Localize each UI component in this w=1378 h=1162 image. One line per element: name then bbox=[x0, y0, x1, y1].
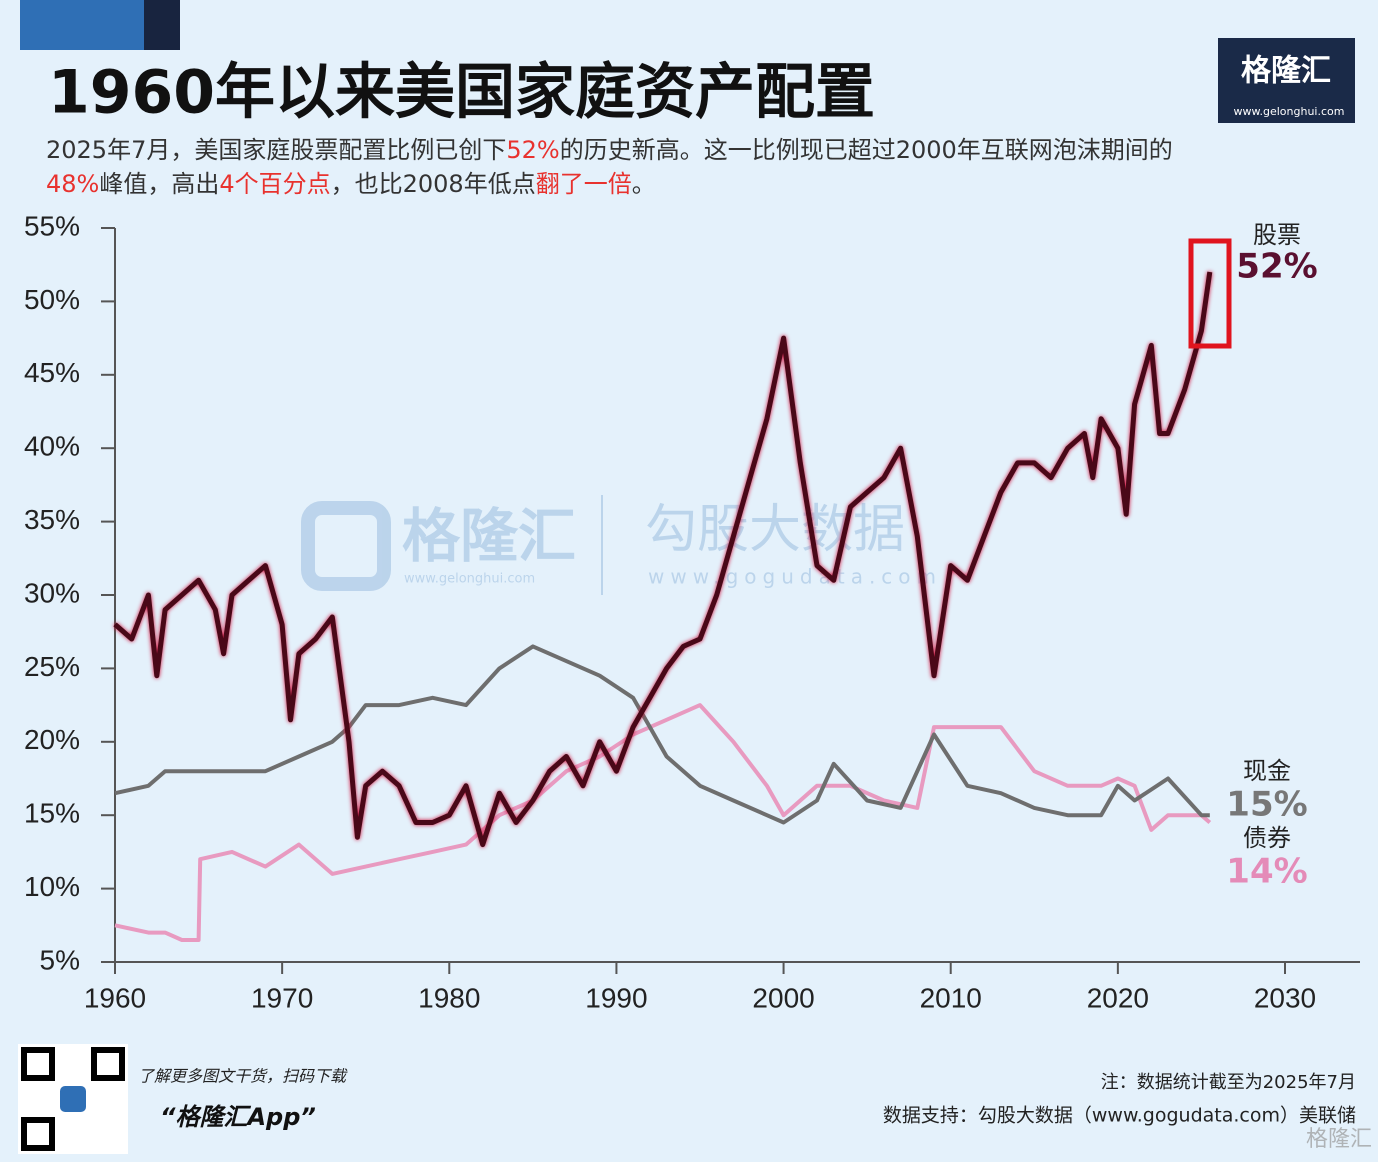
y-tick-label: 10% bbox=[24, 871, 80, 902]
watermark-text: www.gelonghui.com bbox=[404, 572, 535, 587]
x-tick-label: 2010 bbox=[920, 982, 982, 1013]
subtitle: 2025年7月，美国家庭股票配置比例已创下52%的历史新高。这一比例现已超过20… bbox=[46, 136, 1173, 198]
y-tick-label: 30% bbox=[24, 577, 80, 608]
footer-source: 数据支持：勾股大数据（www.gogudata.com）美联储 bbox=[883, 1105, 1356, 1127]
x-tick-label: 2030 bbox=[1254, 982, 1316, 1013]
qr-code bbox=[18, 1044, 128, 1154]
series-name: 股票 bbox=[1253, 221, 1301, 249]
footer-note: 注：数据统计截至为2025年7月 bbox=[1101, 1072, 1356, 1093]
y-tick-label: 35% bbox=[24, 504, 80, 535]
y-tick-label: 55% bbox=[24, 210, 80, 241]
y-tick-label: 45% bbox=[24, 357, 80, 388]
watermark-text: 勾股大数据 bbox=[645, 500, 905, 560]
series-value-label: 14% bbox=[1226, 851, 1307, 891]
subtitle-line: 48%峰值，高出4个百分点，也比2008年低点翻了一倍。 bbox=[46, 170, 656, 198]
logo: 格隆汇 bbox=[1241, 54, 1331, 89]
x-tick-label: 1960 bbox=[84, 982, 146, 1013]
x-tick-label: 1990 bbox=[585, 982, 647, 1013]
x-tick-label: 1970 bbox=[251, 982, 313, 1013]
y-tick-label: 50% bbox=[24, 284, 80, 315]
y-tick-label: 5% bbox=[40, 944, 80, 975]
qr-finder bbox=[91, 1047, 125, 1081]
series-line bbox=[114, 703, 1212, 942]
qr-finder bbox=[21, 1047, 55, 1081]
qr-logo bbox=[60, 1086, 86, 1112]
subtitle-line: 2025年7月，美国家庭股票配置比例已创下52%的历史新高。这一比例现已超过20… bbox=[46, 136, 1173, 164]
subtitle-segment: 的历史新高。这一比例现已超过2000年互联网泡沫期间的 bbox=[560, 136, 1173, 164]
series-line bbox=[114, 644, 1210, 825]
y-tick-label: 25% bbox=[24, 651, 80, 682]
watermark-text: 格隆汇 bbox=[402, 502, 576, 570]
subtitle-segment: 翻了一倍 bbox=[536, 170, 632, 198]
deco-bar bbox=[20, 0, 148, 50]
subtitle-segment: ，也比2008年低点 bbox=[331, 170, 536, 198]
series-name: 现金 bbox=[1243, 757, 1291, 785]
subtitle-segment: 。 bbox=[632, 170, 656, 198]
series-line bbox=[113, 271, 1213, 848]
subtitle-segment: 48% bbox=[46, 170, 99, 198]
subtitle-segment: 4个百分点 bbox=[219, 170, 330, 198]
x-tick-label: 1980 bbox=[418, 982, 480, 1013]
footer-app: “格隆汇App” bbox=[160, 1103, 316, 1131]
y-tick-label: 15% bbox=[24, 798, 80, 829]
series-name: 债券 bbox=[1243, 824, 1291, 852]
subtitle-segment: 2025年7月，美国家庭股票配置比例已创下 bbox=[46, 136, 506, 164]
series-value-label: 15% bbox=[1226, 785, 1307, 825]
y-tick-label: 20% bbox=[24, 724, 80, 755]
title: 1960年以来美国家庭资产配置 bbox=[48, 58, 875, 128]
watermark-icon bbox=[301, 501, 391, 591]
qr-finder bbox=[21, 1117, 55, 1151]
subtitle-segment: 峰值，高出 bbox=[99, 170, 219, 198]
footer-cta: 了解更多图文干货，扫码下载 bbox=[138, 1067, 348, 1086]
series-value-label: 52% bbox=[1236, 247, 1317, 287]
logo-url: www.gelonghui.com bbox=[1234, 105, 1345, 118]
y-tick-label: 40% bbox=[24, 431, 80, 462]
logo-box bbox=[1218, 38, 1355, 123]
deco-bar bbox=[144, 0, 180, 50]
watermark-text: www.gogudata.com bbox=[648, 565, 942, 589]
x-tick-label: 2000 bbox=[752, 982, 814, 1013]
highlight-box bbox=[1188, 238, 1232, 349]
chart: 5% 10% 15% 20% 25% 30% 35% 40% 45% 50% 55% 1960 1970… bbox=[24, 210, 1360, 1013]
subtitle-segment: 52% bbox=[506, 136, 559, 164]
corner-logo: 格隆汇 bbox=[1306, 1127, 1372, 1152]
x-tick-label: 2020 bbox=[1087, 982, 1149, 1013]
watermark: 格隆汇 www.gelonghui.com 勾股大数据 www.gogudata… bbox=[301, 495, 942, 595]
